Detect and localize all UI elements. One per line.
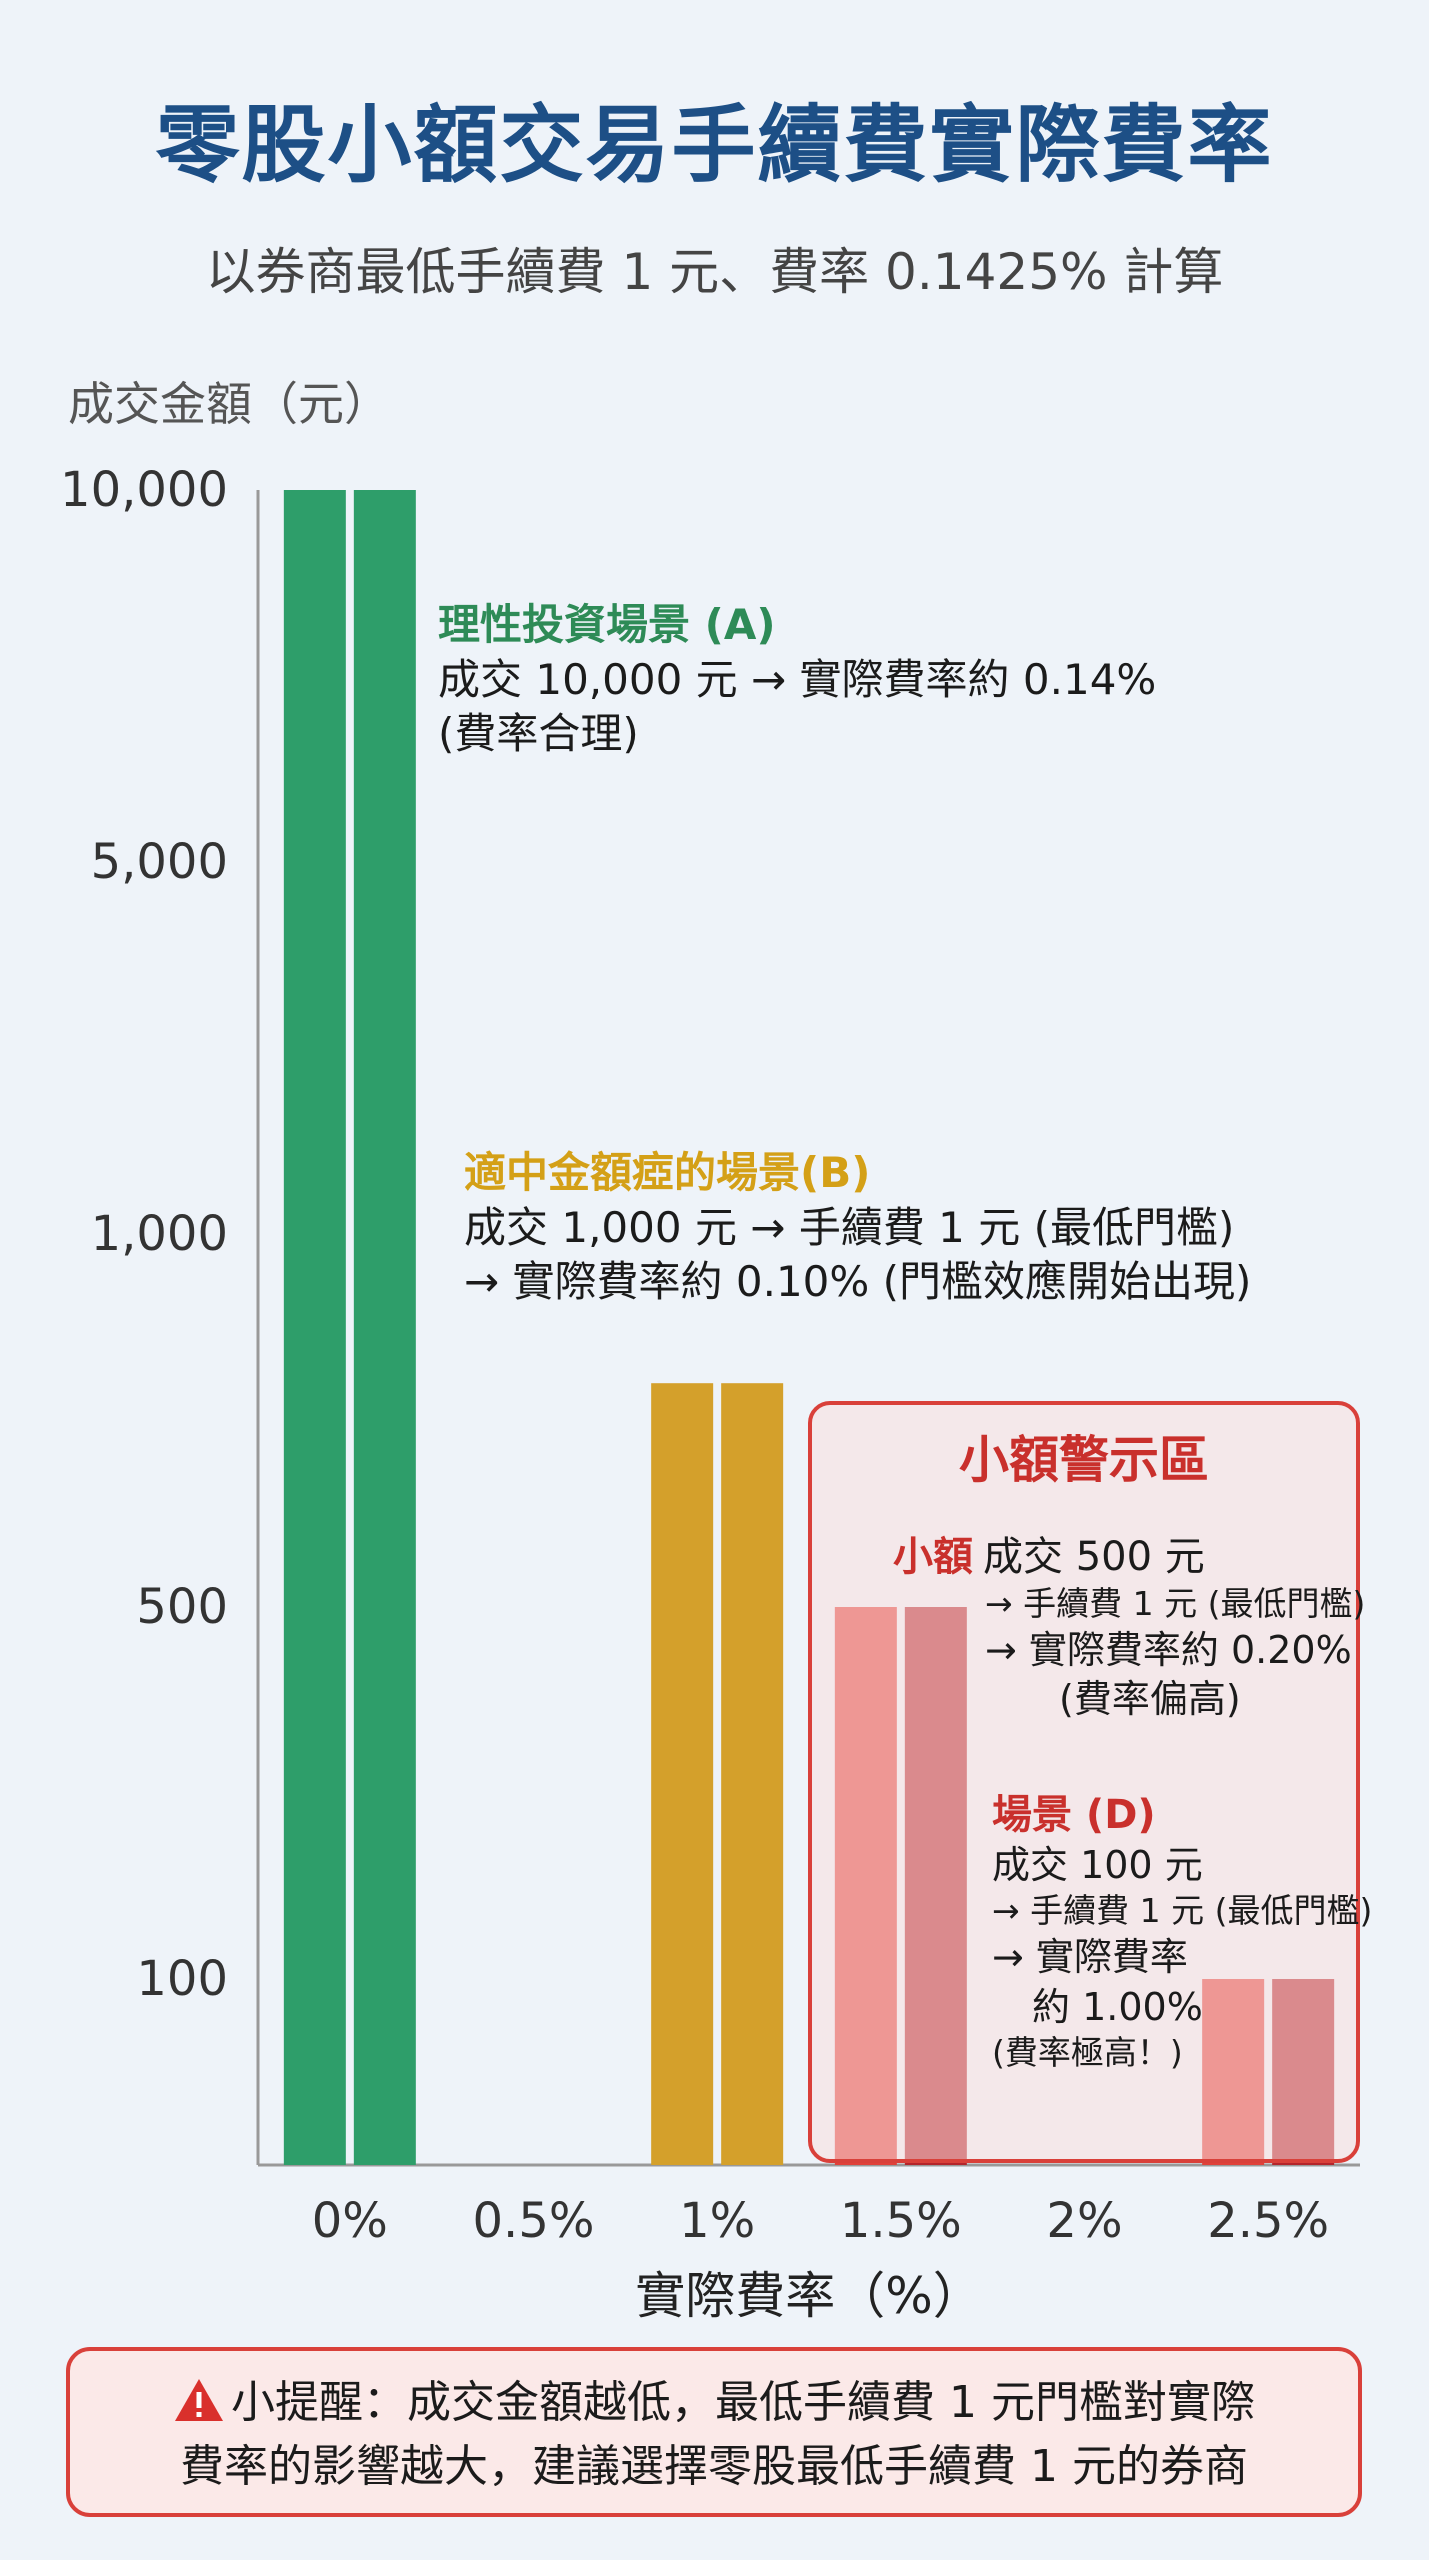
- bar-1-left: [651, 1383, 714, 2165]
- annotation-b-line2: → 實際費率約 0.10% (門檻效應開始出現): [464, 1257, 1252, 1307]
- page-title: 零股小額交易手續費實際費率: [155, 96, 1274, 194]
- page-subtitle: 以券商最低手續費 1 元、費率 0.1425% 計算: [205, 243, 1224, 301]
- annotation-b-heading: 適中金額瘂的場景(B): [464, 1148, 871, 1197]
- small-amount-warning-zone: [808, 1401, 1360, 2163]
- annotation-scenario-a: 理性投資場景 (A) 成交 10,000 元 → 實際費率約 0.14% (費率…: [438, 598, 1156, 762]
- x-tick-label: 0%: [312, 2193, 388, 2249]
- bar-0-right: [353, 490, 416, 2165]
- reminder-line1: 小提醒：成交金額越低，最低手續費 1 元門檻對實際: [231, 2377, 1255, 2428]
- annotation-d-line3: → 實際費率: [992, 1935, 1188, 1980]
- annotation-d-line2: → 手續費 1 元 (最低門檻): [992, 1891, 1373, 1931]
- x-tick-label: 0.5%: [473, 2193, 595, 2249]
- annotation-scenario-d: 場景 (D) 成交 100 元 → 手續費 1 元 (最低門檻) → 實際費率 …: [992, 1789, 1372, 2075]
- x-tick-label: 2.5%: [1207, 2193, 1329, 2249]
- annotation-a-heading: 理性投資場景 (A): [438, 600, 776, 649]
- bar-0-left: [283, 490, 346, 2165]
- y-tick-label: 500: [136, 1579, 228, 1635]
- y-axis-label: 成交金額（元）: [68, 377, 390, 431]
- annotation-c-line2: → 手續費 1 元 (最低門檻): [985, 1584, 1366, 1623]
- reminder-box: 小提醒：成交金額越低，最低手續費 1 元門檻對實際 費率的影響越大，建議選擇零股…: [66, 2347, 1362, 2517]
- x-tick-label: 1%: [679, 2193, 755, 2249]
- annotation-a-line1: 成交 10,000 元 → 實際費率約 0.14%: [438, 654, 1157, 704]
- warning-triangle-icon: [175, 2379, 224, 2421]
- reminder-line2: 費率的影響越大，建議選擇零股最低手續費 1 元的券商: [180, 2440, 1248, 2492]
- annotation-c-line1: 成交 500 元: [983, 1534, 1205, 1580]
- annotation-scenario-b: 適中金額瘂的場景(B) 成交 1,000 元 → 手續費 1 元 (最低門檻) …: [464, 1146, 1251, 1310]
- annotation-c-tag: 小額: [893, 1534, 973, 1580]
- x-axis-label: 實際費率（%）: [635, 2267, 983, 2325]
- annotation-d-line5: (費率極高！): [992, 2033, 1183, 2073]
- y-tick-label: 100: [136, 1951, 228, 2007]
- annotation-b-line1: 成交 1,000 元 → 手續費 1 元 (最低門檻): [464, 1202, 1235, 1252]
- annotation-scenario-c: 小額 成交 500 元 → 手續費 1 元 (最低門檻) → 實際費率約 0.20…: [893, 1531, 1365, 1725]
- x-tick-label: 1.5%: [840, 2193, 962, 2249]
- annotation-d-line4: 約 1.00%: [1032, 1984, 1203, 2029]
- y-tick-label: 10,000: [60, 462, 228, 518]
- annotation-a-line2: (費率合理): [438, 709, 639, 759]
- bar-1-right: [721, 1383, 784, 2165]
- y-tick-label: 1,000: [91, 1206, 228, 1262]
- annotation-c-line4: (費率偏高): [1059, 1677, 1241, 1722]
- warning-zone-title: 小額警示區: [959, 1431, 1209, 1489]
- y-tick-label: 5,000: [91, 834, 228, 890]
- annotation-d-heading: 場景 (D): [992, 1792, 1156, 1838]
- x-tick-label: 2%: [1046, 2193, 1122, 2249]
- annotation-d-line1: 成交 100 元: [992, 1843, 1203, 1887]
- annotation-c-line3: → 實際費率約 0.20%: [985, 1627, 1352, 1672]
